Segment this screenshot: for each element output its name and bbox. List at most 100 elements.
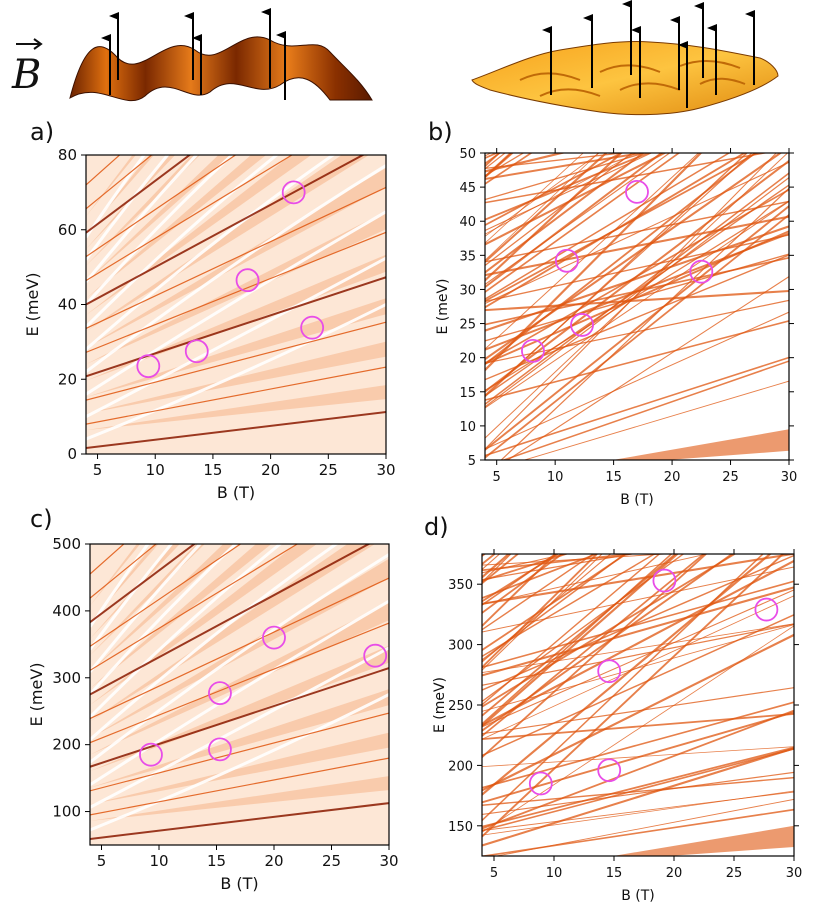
spectrum-level	[482, 713, 794, 741]
spectrum-level	[482, 554, 708, 758]
y-tick-label: 150	[448, 820, 473, 835]
spectrum-level	[482, 808, 794, 856]
spectrum-level	[90, 712, 389, 792]
spectrum-gap	[90, 544, 238, 696]
spectrum-level	[86, 321, 386, 401]
spectrum-band	[86, 155, 267, 299]
spectrum-gap	[90, 553, 389, 764]
spectrum-band	[90, 732, 389, 805]
spectrum-texture	[485, 153, 789, 460]
highlight-circle	[570, 313, 594, 337]
spectrum-level	[485, 153, 645, 274]
spectrum-level	[482, 625, 794, 833]
spectrum-level	[485, 214, 789, 459]
spectrum-level	[482, 554, 794, 605]
spectrum-level	[482, 554, 785, 838]
spectrum-level	[522, 380, 789, 460]
spectrum-level	[485, 153, 567, 173]
y-tick-label: 60	[58, 221, 77, 239]
spectrum-gap	[86, 303, 386, 441]
y-tick-label: 20	[459, 352, 476, 367]
panel-letter: b)	[428, 118, 453, 146]
spectrum-level	[485, 153, 747, 309]
spectrum-level	[90, 622, 389, 744]
spectrum-band	[612, 429, 789, 460]
x-tick-label: 5	[490, 866, 498, 881]
highlight-circle	[262, 625, 286, 650]
highlight-circle	[554, 248, 579, 273]
y-tick-label: 400	[52, 602, 81, 620]
plot-background	[482, 554, 794, 856]
spectrum-level	[482, 776, 794, 806]
x-tick-label: 5	[93, 461, 103, 479]
spectrum-band	[90, 544, 317, 706]
spectrum-level	[90, 577, 389, 720]
highlight-circle	[136, 354, 161, 379]
plot-frame	[484, 152, 790, 461]
spectrum-level	[90, 544, 242, 647]
spectrum-level	[482, 554, 673, 725]
y-tick-label: 40	[459, 215, 476, 230]
x-tick-label: 25	[322, 852, 341, 870]
spectrum-level	[482, 554, 636, 581]
x-tick-label: 30	[379, 852, 398, 870]
spectrum-level	[482, 687, 794, 735]
spectrum-level	[86, 366, 386, 425]
spectrum-level	[482, 624, 794, 712]
spectrum-level	[485, 153, 653, 231]
field-symbol-label: B	[11, 52, 41, 98]
spectrum-gap	[86, 155, 199, 284]
spectrum-level	[482, 554, 679, 727]
spectrum-level	[485, 153, 608, 263]
spectrum-level	[485, 153, 600, 261]
highlight-circle	[208, 681, 232, 706]
x-tick-label: 30	[376, 461, 395, 479]
spectrum-level	[485, 153, 753, 396]
x-tick-label: 20	[261, 461, 280, 479]
x-tick-label: 15	[203, 461, 222, 479]
spectrum-band	[90, 544, 141, 606]
y-axis-label: E (meV)	[23, 272, 42, 336]
spectrum-level	[86, 155, 192, 234]
spectrum-level	[482, 554, 673, 566]
surface-1d-shape	[69, 36, 373, 102]
spectrum-level	[482, 554, 661, 706]
spectrum-band	[86, 341, 386, 414]
spectrum-level	[86, 186, 386, 329]
spectrum-gap	[90, 599, 389, 787]
spectrum-level	[485, 153, 783, 360]
highlight-circle	[363, 643, 388, 668]
y-axis-label: E (meV)	[435, 278, 451, 334]
y-tick-label: 350	[448, 578, 473, 593]
spectrum-level	[90, 667, 389, 768]
y-tick-label: 100	[52, 803, 81, 821]
highlight-circle	[281, 180, 306, 205]
spectrum-level	[482, 595, 794, 740]
panel-d: 5 10 15 20 25 30 150 200 250 300 350 B (T) E (meV) d)	[424, 513, 802, 904]
spectrum-level	[482, 554, 638, 572]
spectrum-band	[90, 544, 272, 689]
highlight-circle	[754, 597, 779, 622]
spectrum-level	[90, 544, 299, 671]
y-axis-label: E (meV)	[432, 677, 448, 733]
spectrum-gap	[90, 693, 389, 832]
spectrum-band	[90, 776, 389, 821]
spectrum-level	[90, 802, 389, 840]
spectrum-level	[485, 153, 731, 300]
spectrum-gap	[86, 164, 386, 373]
highlight-circle	[521, 338, 545, 363]
vector-arrow-icon	[16, 38, 43, 50]
spectrum-level	[482, 623, 794, 674]
y-tick-label: 5	[468, 454, 476, 469]
spectrum-level	[482, 701, 794, 789]
x-tick-label: 20	[264, 852, 283, 870]
spectrum-texture	[86, 155, 386, 450]
highlight-circle	[235, 268, 260, 293]
y-tick-label: 300	[448, 639, 473, 654]
spectrum-level	[501, 360, 789, 460]
spectrum-level	[86, 276, 386, 378]
panel-letter: c)	[30, 505, 53, 533]
spectrum-level	[86, 155, 294, 282]
spectrum-gap	[90, 544, 203, 673]
spectrum-level	[86, 155, 237, 258]
